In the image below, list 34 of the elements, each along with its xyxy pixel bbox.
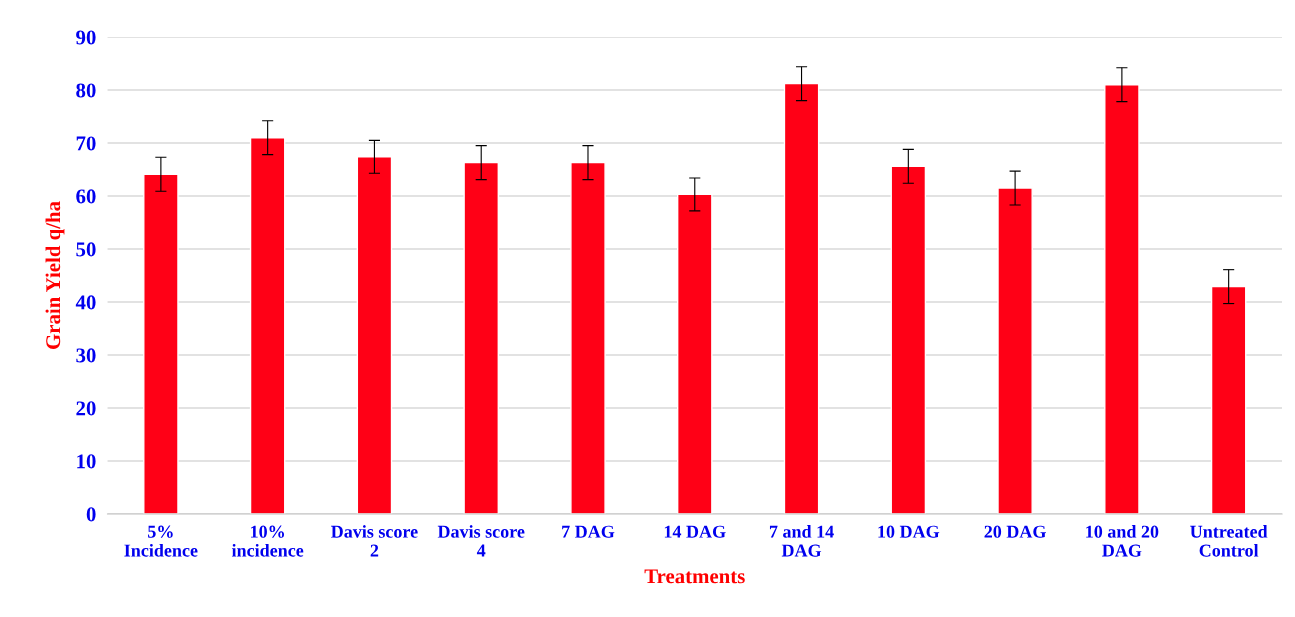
bar (676, 193, 713, 514)
x-tick-label: 10% incidence (231, 525, 304, 557)
y-tick-label: 20 (76, 401, 96, 416)
bar (463, 161, 499, 514)
bar (783, 82, 820, 514)
x-tick-label: 5% Incidence (124, 525, 198, 557)
bar (997, 187, 1033, 514)
bar (356, 156, 393, 514)
y-tick-label: 60 (76, 189, 96, 204)
x-tick-label: 7 DAG (562, 525, 615, 538)
bar (570, 161, 606, 514)
y-tick-label: 80 (76, 83, 96, 98)
y-tick-label: 50 (76, 242, 96, 257)
x-tick-label: Untreated Control (1190, 525, 1268, 557)
x-tick-label: Davis score 4 (437, 525, 525, 557)
y-tick-label: 10 (77, 454, 96, 469)
bar (890, 165, 927, 514)
x-tick-label: 7 and 14 DAG (769, 525, 834, 557)
x-tick-label: 14 DAG (664, 525, 726, 538)
x-axis-title: Treatments (644, 569, 745, 584)
bar (143, 173, 179, 514)
x-tick-label: Davis score 2 (331, 525, 418, 557)
y-tick-label: 70 (76, 136, 96, 151)
y-tick-label: 40 (75, 295, 96, 310)
y-tick-label: 30 (76, 348, 96, 363)
bar (1104, 84, 1140, 514)
bar (249, 137, 286, 514)
x-tick-label: 10 and 20 DAG (1086, 525, 1159, 557)
y-tick-label: 90 (76, 30, 96, 45)
y-axis-title: Grain Yield q/ha (45, 201, 65, 349)
x-tick-label: 20 DAG (984, 525, 1046, 538)
y-tick-label: 0 (86, 507, 96, 522)
bar (1210, 285, 1247, 514)
x-tick-label: 10 DAG (878, 525, 940, 538)
